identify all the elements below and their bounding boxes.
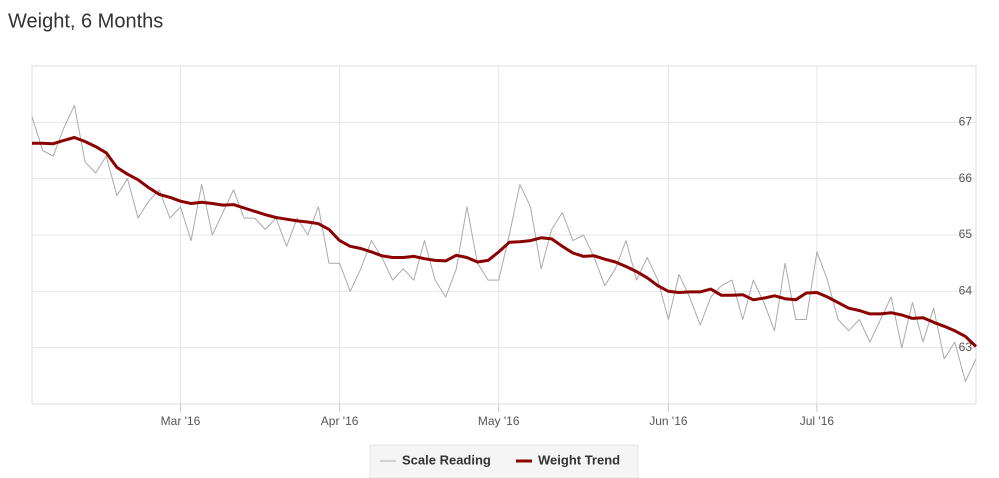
x-tick-label: Apr '16 <box>321 414 359 428</box>
x-tick-label: Mar '16 <box>161 414 201 428</box>
y-tick-label: 67 <box>959 115 973 129</box>
x-tick-label: May '16 <box>478 414 520 428</box>
legend <box>369 444 639 478</box>
y-tick-label: 63 <box>959 340 973 354</box>
y-tick-label: 65 <box>959 227 973 241</box>
legend-label: Scale Reading <box>402 452 491 467</box>
series-line <box>32 136 978 348</box>
x-tick-label: Jul '16 <box>800 414 835 428</box>
legend-label: Weight Trend <box>538 452 620 467</box>
chart-title: Weight, 6 Months <box>8 10 163 32</box>
x-tick-label: Jun '16 <box>649 414 688 428</box>
y-tick-label: 64 <box>959 284 973 298</box>
series-line <box>31 104 977 382</box>
y-tick-label: 66 <box>959 171 973 185</box>
